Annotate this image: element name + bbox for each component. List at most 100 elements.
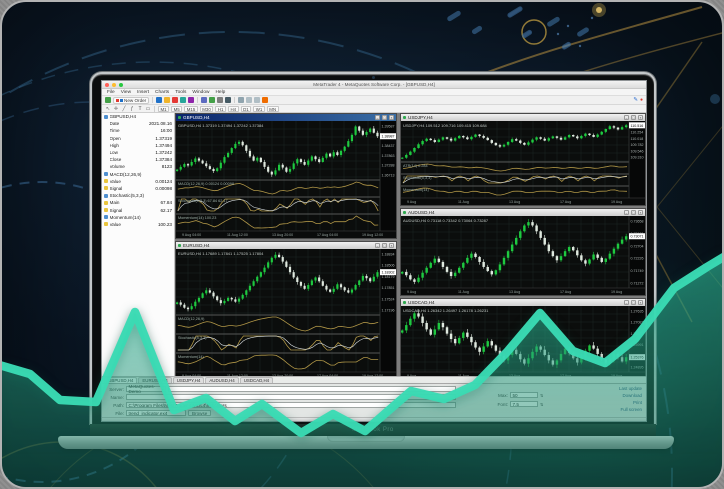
chart-titlebar[interactable]: USDJPY,H4 ‒ □ × [401, 114, 645, 121]
chart-titlebar[interactable]: GBPUSD,H4 ‒ □ × [176, 114, 396, 121]
new-order-button[interactable]: New Order [113, 96, 150, 104]
chart-body[interactable]: GBPUSD,H4 1.37319 1.37494 1.37242 1.3738… [176, 121, 396, 238]
menu-item-charts[interactable]: Charts [155, 89, 170, 95]
time-tick-label: 9 Aug [407, 200, 416, 204]
price-tick-label: 1.17851 [382, 286, 395, 290]
data-window-row[interactable]: Main 67.84 [102, 199, 174, 206]
chart-canvas: USDJPY,H4 109.512 109.716 109.415 109.68… [401, 121, 645, 205]
bars-icon[interactable] [217, 97, 224, 103]
close-window-button[interactable]: × [389, 243, 394, 248]
close-button[interactable] [105, 82, 109, 87]
data-window-row[interactable]: GBPUSD,H4 [102, 113, 174, 120]
chart-tab-usdcad-h4[interactable]: USDCAD,H4 [239, 377, 274, 383]
market-watch-icon[interactable] [164, 97, 171, 103]
timeframe-button-m15[interactable]: M15 [184, 105, 198, 112]
restore-window-button[interactable]: □ [631, 210, 636, 215]
timeframe-button-m1[interactable]: M1 [158, 105, 170, 112]
close-window-button[interactable]: × [638, 115, 643, 120]
chart-window-usdjpy-h4: USDJPY,H4 ‒ □ × USDJPY,H4 109.512 109.716 10… [400, 113, 646, 206]
navigator-icon[interactable] [180, 97, 187, 103]
data-row-label: Momentum(14) [109, 214, 141, 220]
close-window-button[interactable]: × [638, 210, 643, 215]
indicator-signal-line [177, 198, 379, 212]
menu-item-window[interactable]: Window [192, 89, 210, 95]
menu-item-file[interactable]: File [107, 89, 115, 95]
chart-tab-usdjpy-h4[interactable]: USDJPY,H4 [172, 377, 205, 383]
draw-tool-icon-2[interactable]: ╱ [122, 105, 126, 112]
timeframe-button-d1[interactable]: D1 [240, 105, 252, 112]
new-chart-icon[interactable] [105, 97, 111, 103]
candles-icon[interactable] [225, 97, 232, 103]
chart-body[interactable]: USDJPY,H4 109.512 109.716 109.415 109.68… [401, 121, 645, 205]
close-window-button[interactable]: × [389, 115, 394, 120]
data-row-value: 2021.08.16 [149, 121, 172, 127]
menu-item-insert[interactable]: Insert [137, 89, 150, 95]
data-window-row[interactable]: Momentum(14) [102, 214, 174, 221]
price-scale [380, 249, 396, 376]
zoom-in-icon[interactable] [246, 97, 253, 103]
zoom-out-icon[interactable] [254, 97, 261, 103]
blue-dash-cluster [447, 6, 594, 50]
data-window-row[interactable]: Close 1.37384 [102, 156, 174, 163]
data-window-row[interactable]: Date 2021.08.16 [102, 120, 174, 127]
data-window-row[interactable]: Low 1.37242 [102, 149, 174, 156]
blue-indicator-icon [104, 114, 108, 119]
timeframe-button-h4[interactable]: H4 [227, 105, 239, 112]
minimize-window-button[interactable]: ‒ [624, 210, 629, 215]
restore-window-button[interactable]: □ [631, 115, 636, 120]
zoom-button[interactable] [119, 82, 123, 87]
data-window-row[interactable]: Signal 62.17 [102, 206, 174, 213]
menu-item-tools[interactable]: Tools [175, 89, 187, 95]
indicators-icon[interactable] [262, 97, 269, 103]
data-window-row[interactable]: Open 1.37319 [102, 135, 174, 142]
time-tick-label: 19 Aug [611, 200, 622, 204]
minimize-window-button[interactable]: ‒ [624, 300, 629, 305]
timeframe-button-h1[interactable]: H1 [215, 105, 226, 112]
data-window-row[interactable]: High 1.37494 [102, 142, 174, 149]
data-row-value: 1.37494 [155, 142, 172, 148]
time-tick-label: 9 Aug 04:00 [182, 233, 201, 237]
data-window-row[interactable]: MACD(12,26,9) [102, 171, 174, 178]
restore-window-button[interactable]: □ [631, 300, 636, 305]
timeframe-button-mn[interactable]: MN [266, 105, 279, 112]
restore-window-button[interactable]: □ [382, 115, 387, 120]
data-window-row[interactable]: Stochastic(5,3,3) [102, 192, 174, 199]
chart-body[interactable]: AUDUSD,H4 0.73118 0.73342 0.73064 0.7328… [401, 216, 645, 295]
chart-titlebar[interactable]: USDCAD,H4 ‒ □ × [401, 299, 645, 306]
line-chart-icon[interactable] [238, 97, 245, 103]
menu-item-help[interactable]: Help [215, 89, 226, 95]
data-window-row[interactable]: Time 16:00 [102, 127, 174, 134]
autotrading-icon[interactable] [209, 97, 216, 103]
data-window-row[interactable]: Value 0.00124 [102, 178, 174, 185]
timeframe-button-w1[interactable]: W1 [253, 105, 265, 112]
profiles-icon[interactable] [156, 97, 163, 103]
draw-tool-icon-4[interactable]: T [138, 105, 142, 112]
window-titlebar[interactable]: MetaTrader 4 - MetaQuotes Software Corp.… [102, 81, 646, 89]
chart-tab-audusd-h4[interactable]: AUDUSD,H4 [205, 377, 239, 383]
chart-body[interactable]: EURUSD,H4 1.17689 1.17841 1.17525 1.1780… [176, 249, 396, 376]
draw-tool-icon-3[interactable]: ƒ [130, 105, 134, 112]
pane-label: MACD(12,26,9) 0.00124 0.00098 [178, 182, 234, 186]
draw-tool-icon-1[interactable]: ✛ [113, 105, 119, 112]
menu-item-view[interactable]: View [120, 89, 132, 95]
minimize-window-button[interactable]: ‒ [375, 243, 380, 248]
chart-titlebar[interactable]: EURUSD,H4 ‒ □ × [176, 242, 396, 249]
price-tick-label: 110.018 [631, 137, 644, 141]
timeframe-button-m30[interactable]: M30 [199, 105, 214, 112]
minimize-button[interactable] [112, 82, 116, 87]
draw-tool-icon-5[interactable]: ▭ [145, 105, 151, 112]
data-window-row[interactable]: Signal 0.00098 [102, 185, 174, 192]
data-window-icon[interactable] [172, 97, 179, 103]
minimize-window-button[interactable]: ‒ [375, 115, 380, 120]
strategy-tester-icon[interactable] [201, 97, 208, 103]
minimize-window-button[interactable]: ‒ [624, 115, 629, 120]
terminal-icon[interactable] [188, 97, 195, 103]
draw-tool-icon-0[interactable]: ↖ [105, 105, 111, 112]
compose-icon[interactable]: ✎ [633, 97, 638, 103]
timeframe-button-m5[interactable]: M5 [171, 105, 183, 112]
data-window-row[interactable]: Volume 8123 [102, 163, 174, 170]
restore-window-button[interactable]: □ [382, 243, 387, 248]
chart-titlebar[interactable]: AUDUSD,H4 ‒ □ × [401, 209, 645, 216]
data-window-row[interactable]: Value 100.23 [102, 221, 174, 228]
close-window-button[interactable]: × [638, 300, 643, 305]
